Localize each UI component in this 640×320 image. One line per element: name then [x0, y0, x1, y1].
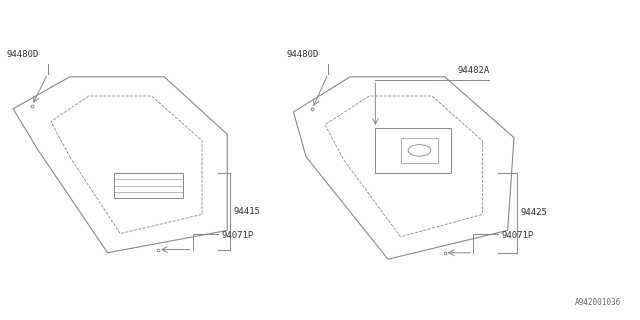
- Text: 94480D: 94480D: [6, 50, 38, 59]
- Text: 94480D: 94480D: [287, 50, 319, 59]
- Text: 94071P: 94071P: [221, 231, 253, 240]
- Text: 94071P: 94071P: [501, 231, 534, 240]
- Text: 94482A: 94482A: [457, 66, 490, 75]
- Text: 94415: 94415: [234, 207, 260, 216]
- Text: A942001036: A942001036: [575, 298, 621, 307]
- Text: 94425: 94425: [520, 208, 547, 217]
